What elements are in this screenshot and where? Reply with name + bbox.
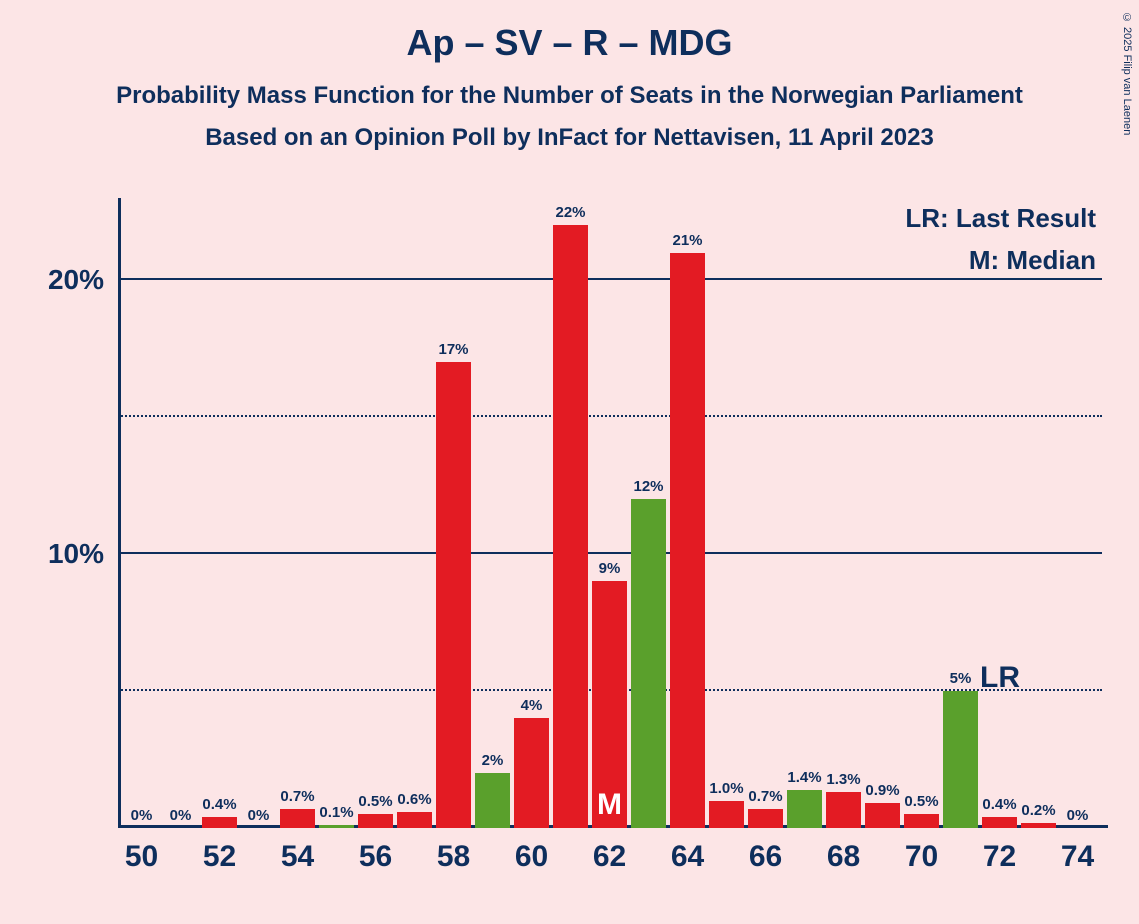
- bar: 5%: [943, 691, 978, 828]
- bar-value-label: 0%: [1067, 807, 1089, 824]
- median-marker: M: [597, 788, 622, 822]
- y-tick-label: 10%: [48, 538, 104, 570]
- x-tick-label: 54: [281, 840, 314, 874]
- bar-value-label: 9%: [599, 560, 621, 577]
- bar-value-label: 0.6%: [397, 791, 431, 808]
- bar: 0.9%: [865, 803, 900, 828]
- bar: 0.5%: [904, 814, 939, 828]
- x-tick-label: 52: [203, 840, 236, 874]
- copyright-text: © 2025 Filip van Laenen: [1121, 12, 1133, 135]
- bar: 17%: [436, 362, 471, 828]
- chart-title: Ap – SV – R – MDG: [0, 0, 1139, 64]
- x-tick-label: 70: [905, 840, 938, 874]
- x-tick-label: 62: [593, 840, 626, 874]
- bar-value-label: 12%: [633, 478, 663, 495]
- last-result-marker: LR: [980, 661, 1020, 695]
- y-axis: [118, 198, 121, 828]
- bar-value-label: 1.0%: [709, 780, 743, 797]
- bar-value-label: 0.4%: [982, 796, 1016, 813]
- bar-value-label: 2%: [482, 752, 504, 769]
- x-tick-label: 56: [359, 840, 392, 874]
- x-tick-label: 60: [515, 840, 548, 874]
- chart-legend: LR: Last Result M: Median: [905, 198, 1096, 281]
- gridline: [118, 552, 1102, 554]
- bar-value-label: 0.4%: [202, 796, 236, 813]
- bar: 0.6%: [397, 812, 432, 828]
- bar-value-label: 0%: [131, 807, 153, 824]
- x-tick-label: 72: [983, 840, 1016, 874]
- bar-value-label: 22%: [555, 204, 585, 221]
- bar: 0.5%: [358, 814, 393, 828]
- x-tick-label: 68: [827, 840, 860, 874]
- bar-value-label: 1.3%: [826, 771, 860, 788]
- bar: 0.2%: [1021, 823, 1056, 828]
- x-tick-label: 58: [437, 840, 470, 874]
- x-tick-label: 74: [1061, 840, 1094, 874]
- gridline: [118, 278, 1102, 280]
- bar: 21%: [670, 253, 705, 828]
- bar: 0.7%: [748, 809, 783, 828]
- bar: 1.4%: [787, 790, 822, 828]
- bar-value-label: 0.5%: [904, 793, 938, 810]
- legend-m: M: Median: [905, 240, 1096, 282]
- y-tick-label: 20%: [48, 264, 104, 296]
- bar-value-label: 21%: [672, 232, 702, 249]
- bar-value-label: 0.1%: [319, 804, 353, 821]
- bar-value-label: 17%: [438, 341, 468, 358]
- bar: 0.4%: [982, 817, 1017, 828]
- bar-value-label: 0.2%: [1021, 802, 1055, 819]
- x-tick-label: 64: [671, 840, 704, 874]
- x-tick-label: 50: [125, 840, 158, 874]
- bar-value-label: 4%: [521, 697, 543, 714]
- gridline: [118, 415, 1102, 417]
- x-tick-label: 66: [749, 840, 782, 874]
- bar-value-label: 0.7%: [280, 788, 314, 805]
- bar-value-label: 0%: [248, 807, 270, 824]
- bar: 0.1%: [319, 825, 354, 828]
- bar-value-label: 0.9%: [865, 782, 899, 799]
- bar: 1.0%: [709, 801, 744, 828]
- bar: 0.7%: [280, 809, 315, 828]
- bar-value-label: 1.4%: [787, 769, 821, 786]
- bar: 2%: [475, 773, 510, 828]
- bar: 22%: [553, 225, 588, 828]
- chart-plot-area: LR: Last Result M: Median 0% 0% 0.4% 0% 0.7%…: [118, 198, 1108, 828]
- legend-lr: LR: Last Result: [905, 198, 1096, 240]
- bar-value-label: 0.7%: [748, 788, 782, 805]
- bar: 4%: [514, 718, 549, 828]
- bar-value-label: 5%: [950, 670, 972, 687]
- chart-subtitle-2: Based on an Opinion Poll by InFact for N…: [0, 124, 1139, 152]
- chart-subtitle-1: Probability Mass Function for the Number…: [0, 82, 1139, 110]
- bar-value-label: 0%: [170, 807, 192, 824]
- bar: 1.3%: [826, 792, 861, 828]
- bar-value-label: 0.5%: [358, 793, 392, 810]
- bar: 9%M: [592, 581, 627, 828]
- bar: 12%: [631, 499, 666, 828]
- bar: 0.4%: [202, 817, 237, 828]
